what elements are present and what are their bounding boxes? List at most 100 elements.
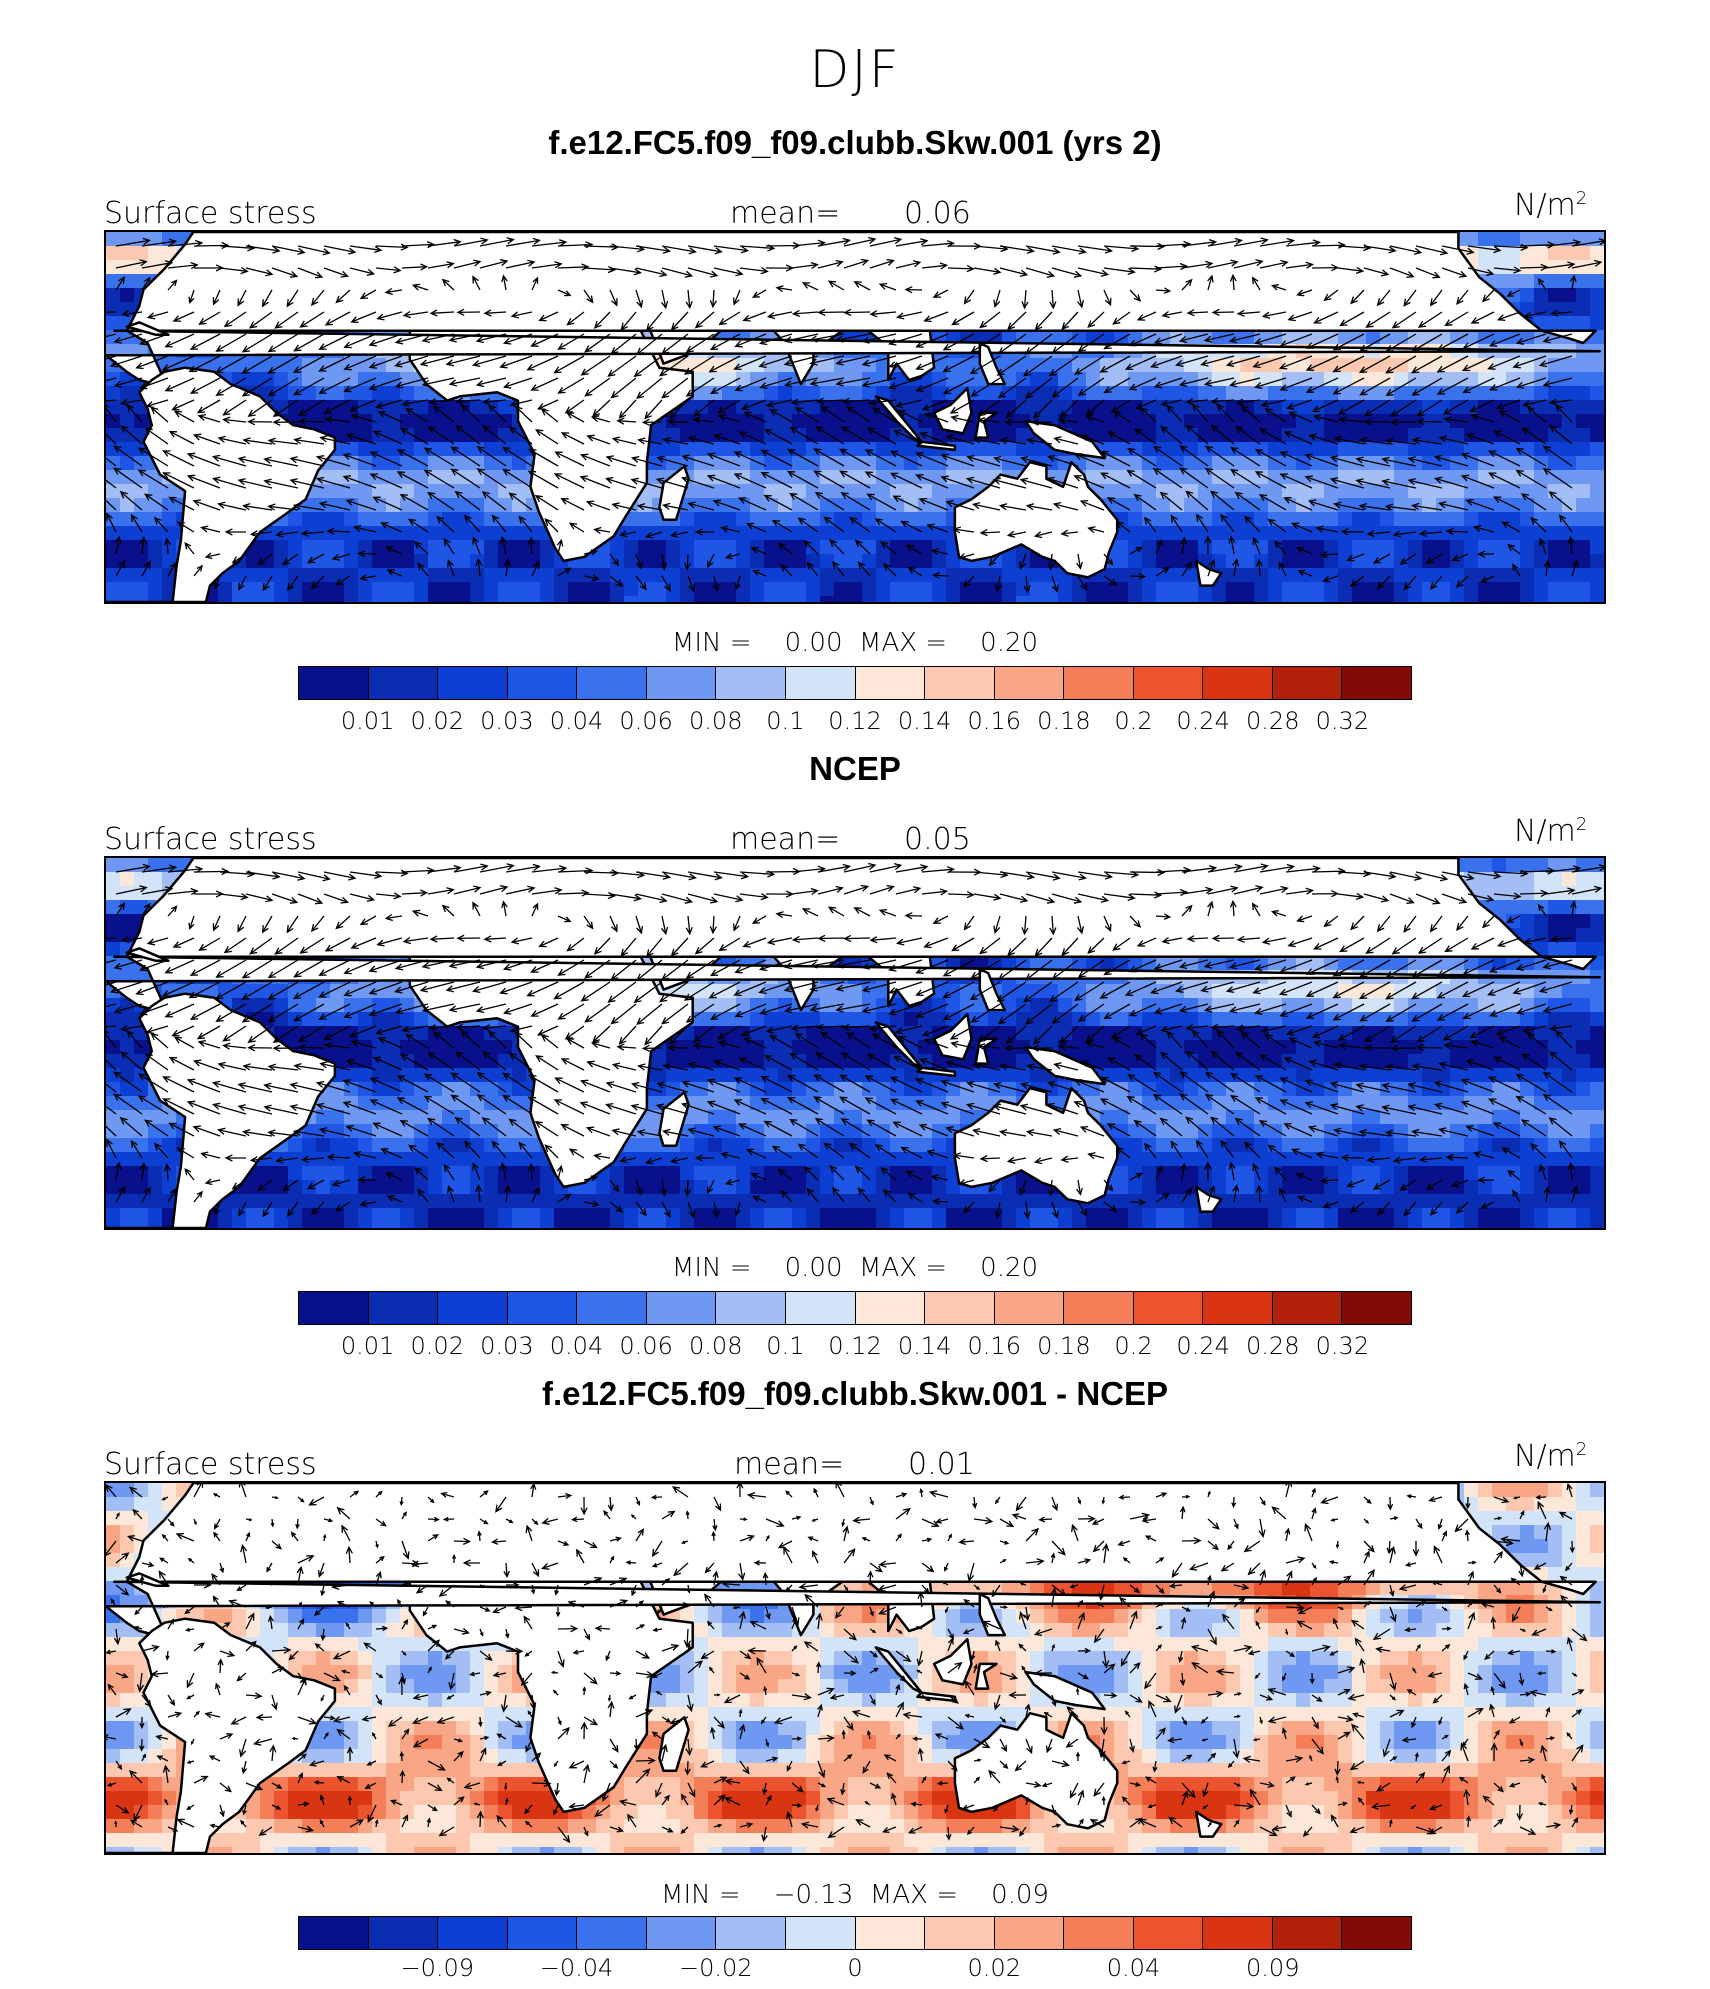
colorbar-swatch [507,667,578,699]
colorbar-swatch [368,1292,439,1324]
colorbar-tick-label: 0.06 [619,1332,673,1360]
colorbar-swatch [577,1292,647,1324]
colorbar-swatch [1342,1292,1411,1324]
colorbar-tick-label: 0.02 [967,1954,1021,1982]
landmass-madagascar [658,1716,690,1773]
colorbar-tick-label: −0.02 [678,1954,753,1982]
colorbar-swatch [1272,667,1343,699]
colorbar-tick-label: 0.02 [410,1332,464,1360]
colorbar-tick-label: 0.24 [1176,707,1230,735]
stress-vectors [106,236,1604,594]
colorbar-swatch [716,1292,786,1324]
colorbar-swatch [994,1292,1065,1324]
landmass-newguinea [1024,419,1106,460]
colorbar-swatch [1064,1292,1134,1324]
colorbar-swatch [1342,1917,1411,1949]
colorbar-swatch [368,1917,439,1949]
colorbar-tick-label: 0.16 [967,707,1021,735]
colorbar-tick-label: −0.09 [400,1954,475,1982]
landmass-australia [953,1086,1119,1205]
colorbar-tick-label: 0.2 [1114,707,1153,735]
panel-3-colorbar-ticks: −0.09 −0.04 −0.02 0 0.02 0.04 0.09 [298,1954,1412,1984]
panel-2-colorbar [298,1291,1412,1325]
colorbar-tick-label: 0.08 [689,707,743,735]
colorbar-swatch [1203,1292,1273,1324]
colorbar-tick-label: 0.01 [340,707,395,735]
colorbar-swatch [299,667,369,699]
colorbar-tick-label: 0.12 [828,707,882,735]
panel-3-minmax: MIN = −0.13 MAX = 0.09 [661,1880,1049,1910]
colorbar-swatch [577,1917,647,1949]
colorbar-tick-label: 0.14 [897,707,952,735]
colorbar-tick-label: 0.24 [1176,1332,1230,1360]
colorbar-tick-label: 0.1 [766,1332,805,1360]
colorbar-tick-label: 0.02 [410,707,464,735]
colorbar-swatch [1272,1292,1343,1324]
colorbar-swatch [994,667,1065,699]
colorbar-tick-label: 0.28 [1246,1332,1300,1360]
landmass-newguinea [1024,1670,1106,1711]
colorbar-swatch [1272,1917,1343,1949]
landmass-cuba [125,321,170,337]
colorbar-swatch [1133,667,1204,699]
landmass-australia [953,1711,1119,1830]
panel-1-colorbar-ticks: 0.01 0.02 0.03 0.04 0.06 0.08 0.1 0.12 0.14 0.16 0… [298,707,1412,737]
landmass-namerica [106,1483,1602,1637]
colorbar-tick-label: 0.03 [480,707,534,735]
colorbar-swatch [785,1292,856,1324]
season-title: DJF [809,40,901,100]
panel-3-colorbar [298,1916,1412,1950]
colorbar-swatch [1133,1917,1204,1949]
colorbar-tick-label: 0.08 [689,1332,743,1360]
colorbar-tick-label: 0.18 [1037,1332,1091,1360]
colorbar-tick-label: 0.06 [619,707,673,735]
colorbar-tick-label: 0.28 [1246,707,1300,735]
colorbar-swatch [855,667,926,699]
colorbar-swatch [1064,667,1134,699]
colorbar-swatch [716,1917,786,1949]
colorbar-swatch [1203,1917,1273,1949]
panel-2-title: NCEP [809,750,901,787]
stress-vectors [106,1483,1588,1844]
colorbar-swatch [925,1292,995,1324]
colorbar-tick-label: 0.18 [1037,707,1091,735]
colorbar-tick-label: 0.04 [549,707,604,735]
colorbar-swatch [1133,1292,1204,1324]
colorbar-swatch [716,667,786,699]
panel-2-colorbar-ticks: 0.01 0.02 0.03 0.04 0.06 0.08 0.1 0.12 0.14 0.16 0… [298,1332,1412,1362]
panel-2-mean-label: mean= [730,822,841,857]
colorbar-swatch [646,667,717,699]
colorbar-swatch [438,667,508,699]
landmass-newzealand [1194,1810,1223,1838]
colorbar-swatch [577,667,647,699]
stress-vectors [106,862,1604,1220]
panel-1-minmax: MIN = 0.00 MAX = 0.20 [671,628,1039,658]
colorbar-swatch [646,1292,717,1324]
colorbar-swatch [507,1292,578,1324]
colorbar-swatch [438,1292,508,1324]
landmass-sumatra [874,395,923,443]
landmass-java [916,1691,957,1703]
panel-3-mean-value: 0.01 [908,1447,975,1482]
panel-1-mean-label: mean= [730,196,841,231]
landmass-newguinea [1024,1045,1106,1086]
colorbar-tick-label: 0.32 [1315,707,1370,735]
panel-3-mean-label: mean= [734,1447,845,1482]
landmass-australia [953,460,1119,579]
landmass-cuba [125,947,170,963]
colorbar-swatch [785,1917,856,1949]
colorbar-swatch [925,1917,995,1949]
colorbar-tick-label: 0.04 [549,1332,604,1360]
landmass-sumatra [874,1021,923,1069]
colorbar-swatch [994,1917,1065,1949]
colorbar-swatch [1342,667,1411,699]
colorbar-swatch [507,1917,578,1949]
panel-2-variable: Surface stress [104,822,317,857]
panel-2-minmax: MIN = 0.00 MAX = 0.20 [671,1253,1039,1283]
panel-3-map [104,1481,1606,1855]
colorbar-swatch [299,1917,369,1949]
landmass-borneo [932,1637,973,1686]
colorbar-tick-label: −0.04 [539,1954,614,1982]
colorbar-tick-label: 0 [847,1954,863,1982]
colorbar-swatch [646,1917,717,1949]
